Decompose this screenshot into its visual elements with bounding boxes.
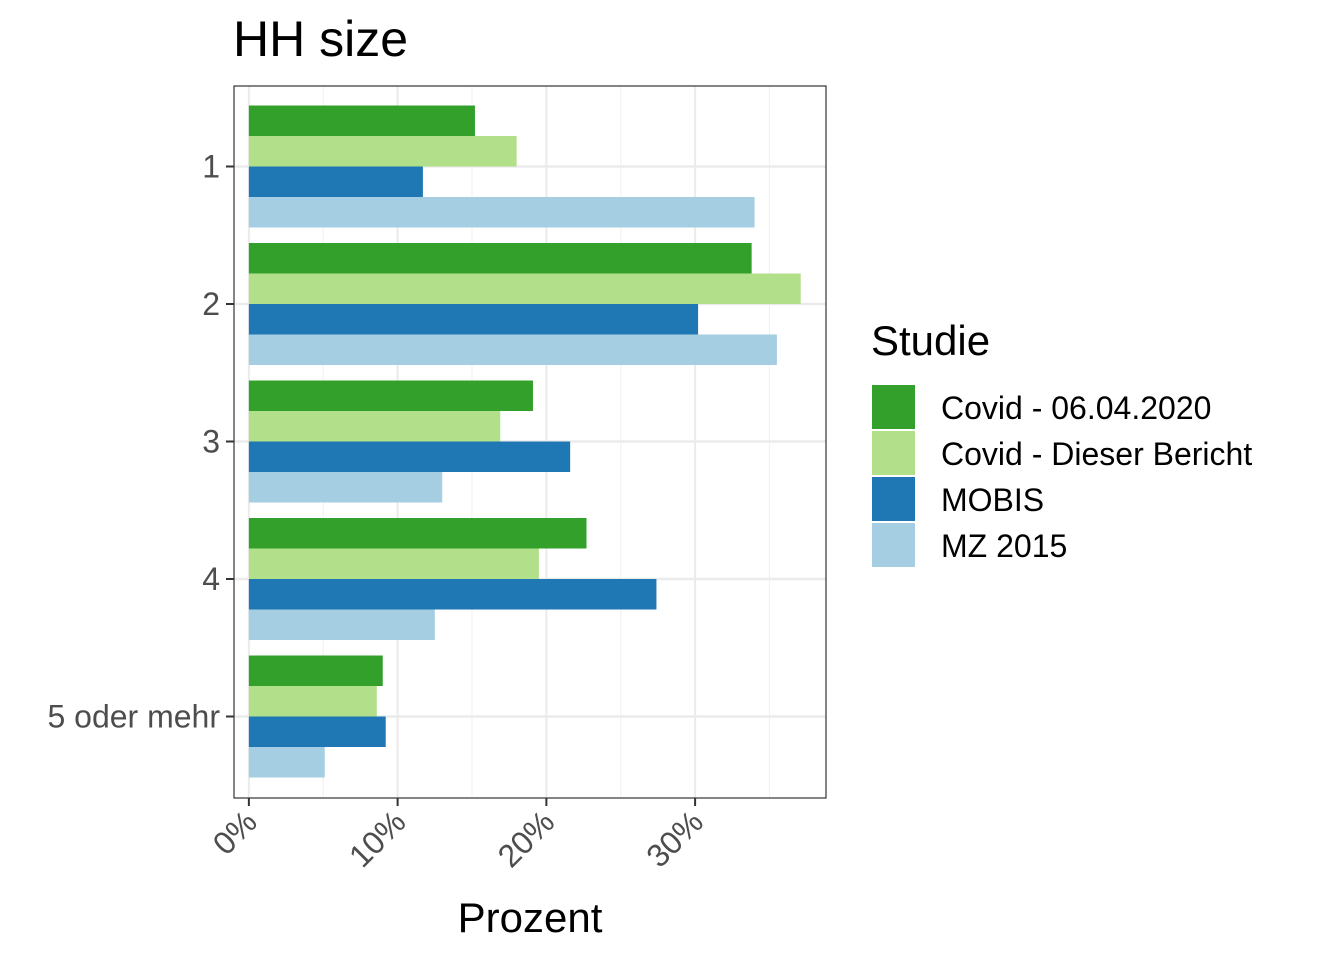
- bar: [248, 548, 539, 579]
- y-tick-label: 4: [202, 561, 220, 597]
- bar: [248, 655, 383, 686]
- x-tick-label: 10%: [342, 803, 413, 874]
- x-tick-label: 0%: [206, 803, 264, 861]
- bar: [248, 304, 699, 335]
- bar: [248, 197, 755, 228]
- bar: [248, 136, 517, 167]
- bar: [248, 609, 435, 640]
- y-tick-label: 3: [202, 424, 220, 460]
- legend-label: Covid - 06.04.2020: [941, 390, 1211, 426]
- x-tick-label: 20%: [491, 803, 562, 874]
- legend-title: Studie: [871, 317, 990, 364]
- bar: [248, 441, 571, 472]
- y-tick-label: 2: [202, 286, 220, 322]
- bar: [248, 243, 752, 274]
- legend: Studie Covid - 06.04.2020 Covid - Dieser …: [871, 317, 1252, 567]
- x-axis-title: Prozent: [458, 894, 603, 941]
- legend-key: [872, 385, 915, 429]
- bar: [248, 472, 443, 503]
- bar: [248, 166, 423, 197]
- bar: [248, 747, 325, 778]
- x-tick-label: 30%: [639, 803, 710, 874]
- y-tick-label: 5 oder mehr: [47, 699, 220, 735]
- bar: [248, 105, 475, 136]
- legend-label: MZ 2015: [941, 528, 1067, 564]
- legend-label: MOBIS: [941, 482, 1044, 518]
- bar: [248, 518, 587, 549]
- legend-key: [872, 523, 915, 567]
- legend-key: [872, 431, 915, 475]
- bar: [248, 686, 377, 717]
- legend-label: Covid - Dieser Bericht: [941, 436, 1252, 472]
- y-tick-label: 1: [202, 149, 220, 185]
- legend-key: [872, 477, 915, 521]
- chart-title: HH size: [233, 11, 408, 67]
- bar: [248, 334, 777, 365]
- bar: [248, 411, 501, 442]
- bar: [248, 579, 657, 610]
- bar: [248, 716, 386, 747]
- bars: [248, 105, 801, 778]
- bar: [248, 273, 801, 304]
- bar: [248, 380, 533, 411]
